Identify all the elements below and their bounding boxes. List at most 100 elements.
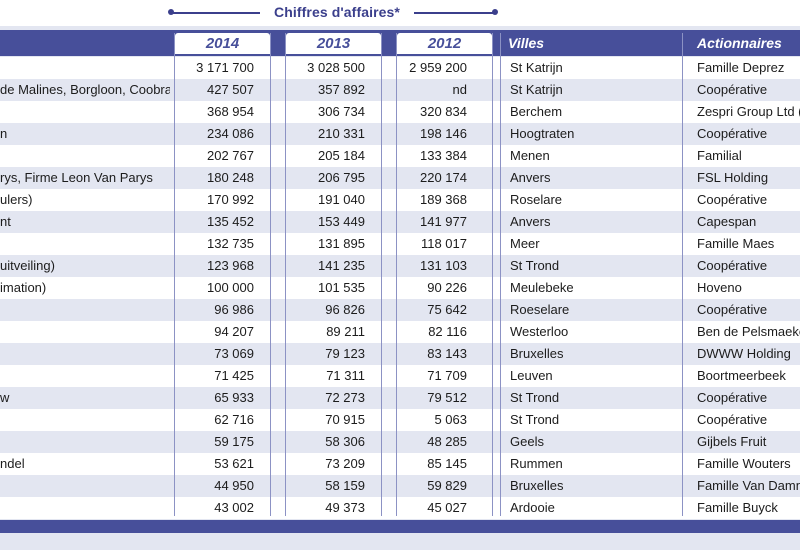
city-cell: Anvers [510,214,551,229]
revenue-2012-cell: 198 146 [420,126,467,141]
company-cell [0,101,170,123]
revenue-2012-cell: 45 027 [427,500,467,515]
city-cell: Berchem [510,104,563,119]
company-cell: ulers) [0,192,33,207]
company-cell: uitveiling) [0,258,55,273]
shareholder-cell: Coopérative [697,390,768,405]
revenue-2012-cell: 2 959 200 [409,60,467,75]
revenue-2012-cell: 133 384 [420,148,467,163]
company-cell [0,343,170,365]
shareholder-cell: Zespri Group Ltd ( [697,104,800,119]
top-band [0,0,800,26]
city-cell: Anvers [510,170,551,185]
table-row: ndel 53 621 73 209 85 145 Rummen Famille Wout… [0,453,800,475]
table-row: 71 425 71 311 71 709 Leuven Boortmeerbeek [0,365,800,387]
revenue-2014-cell: 62 716 [214,412,254,427]
header-rule-left [172,12,260,14]
table-footer-bar [0,520,800,533]
revenue-2013-cell: 191 040 [318,192,365,207]
shareholder-cell: Coopérative [697,302,768,317]
table-row: 96 986 96 826 75 642 Roeselare Coopérative [0,299,800,321]
shareholder-cell: Gijbels Fruit [697,434,767,449]
revenue-2012-cell: 131 103 [420,258,467,273]
shareholder-cell: Hoveno [697,280,742,295]
revenue-2014-cell: 3 171 700 [196,60,254,75]
revenue-2013-cell: 101 535 [318,280,365,295]
table-row: de Malines, Borgloon, Coobra) 427 507 357 … [0,79,800,101]
shareholder-cell: Famille Wouters [697,456,791,471]
table-row: 132 735 131 895 118 017 Meer Famille Maes [0,233,800,255]
city-cell: Roselare [510,192,563,207]
shareholder-cell: Capespan [697,214,757,229]
revenue-2014-cell: 44 950 [214,478,254,493]
revenue-2012-cell: 85 145 [427,456,467,471]
revenue-2013-cell: 79 123 [325,346,365,361]
company-cell [0,57,170,79]
shareholder-cell: Famille Maes [697,236,775,251]
company-cell [0,233,170,255]
column-divider [174,33,175,516]
city-cell: St Katrijn [510,60,563,75]
revenue-2013-cell: 141 235 [318,258,365,273]
company-cell [0,321,170,343]
company-cell: nt [0,214,11,229]
company-cell [0,409,170,431]
table-row: nt 135 452 153 449 141 977 Anvers Capespan [0,211,800,233]
city-cell: Menen [510,148,550,163]
revenue-2013-cell: 306 734 [318,104,365,119]
city-cell: Meulebeke [510,280,574,295]
shareholder-cell: Coopérative [697,258,768,273]
company-cell [0,365,170,387]
company-cell: imation) [0,280,47,295]
revenue-2013-cell: 58 159 [325,478,365,493]
revenue-2014-cell: 123 968 [207,258,254,273]
shareholder-cell: Coopérative [697,412,768,427]
table-row: 73 069 79 123 83 143 Bruxelles DWWW Holding [0,343,800,365]
table-row: 59 175 58 306 48 285 Geels Gijbels Fruit [0,431,800,453]
revenue-2012-cell: 189 368 [420,192,467,207]
company-cell [0,497,170,519]
revenue-2013-cell: 357 892 [318,82,365,97]
revenue-2012-cell: 82 116 [428,324,467,339]
city-cell: Geels [510,434,544,449]
city-cell: St Trond [510,412,560,427]
revenue-group-header: Chiffres d'affaires* [168,3,498,23]
table-row: 368 954 306 734 320 834 Berchem Zespri Group… [0,101,800,123]
revenue-2012-cell: nd [452,82,467,97]
revenue-2014-cell: 43 002 [214,500,254,515]
city-cell: St Katrijn [510,82,563,97]
shareholder-cell: Familial [697,148,742,163]
revenue-2014-cell: 132 735 [207,236,254,251]
bottom-band [0,533,800,550]
table-row: ulers) 170 992 191 040 189 368 Roselare Coopé… [0,189,800,211]
city-cell: Bruxelles [510,346,564,361]
header-rule-right [414,12,494,14]
revenue-2013-cell: 70 915 [325,412,365,427]
col-header-cities: Villes [508,35,545,51]
revenue-2014-cell: 53 621 [214,456,254,471]
column-divider [492,33,493,516]
table-row: uitveiling) 123 968 141 235 131 103 St Trond… [0,255,800,277]
revenue-2012-cell: 5 063 [434,412,467,427]
shareholder-cell: Coopérative [697,126,768,141]
shareholder-cell: Coopérative [697,192,768,207]
revenue-2014-cell: 427 507 [207,82,254,97]
revenue-2014-cell: 73 069 [214,346,254,361]
revenue-2014-cell: 96 986 [214,302,254,317]
revenue-2013-cell: 49 373 [325,500,365,515]
revenue-2014-cell: 71 425 [214,368,254,383]
revenue-2012-cell: 83 143 [427,346,467,361]
shareholder-cell: Famille Buyck [697,500,778,515]
revenue-2012-cell: 59 829 [427,478,467,493]
column-divider [682,33,683,516]
shareholder-cell: Famille Van Damn [697,478,800,493]
revenue-2013-cell: 153 449 [318,214,365,229]
table-row: n 234 086 210 331 198 146 Hoogtraten Coopérat… [0,123,800,145]
revenue-2013-cell: 205 184 [318,148,365,163]
company-cell [0,145,170,167]
revenue-2012-cell: 320 834 [420,104,467,119]
company-cell: ndel [0,456,25,471]
revenue-2014-cell: 180 248 [207,170,254,185]
revenue-2013-cell: 58 306 [325,434,365,449]
city-cell: Ardooie [510,500,555,515]
